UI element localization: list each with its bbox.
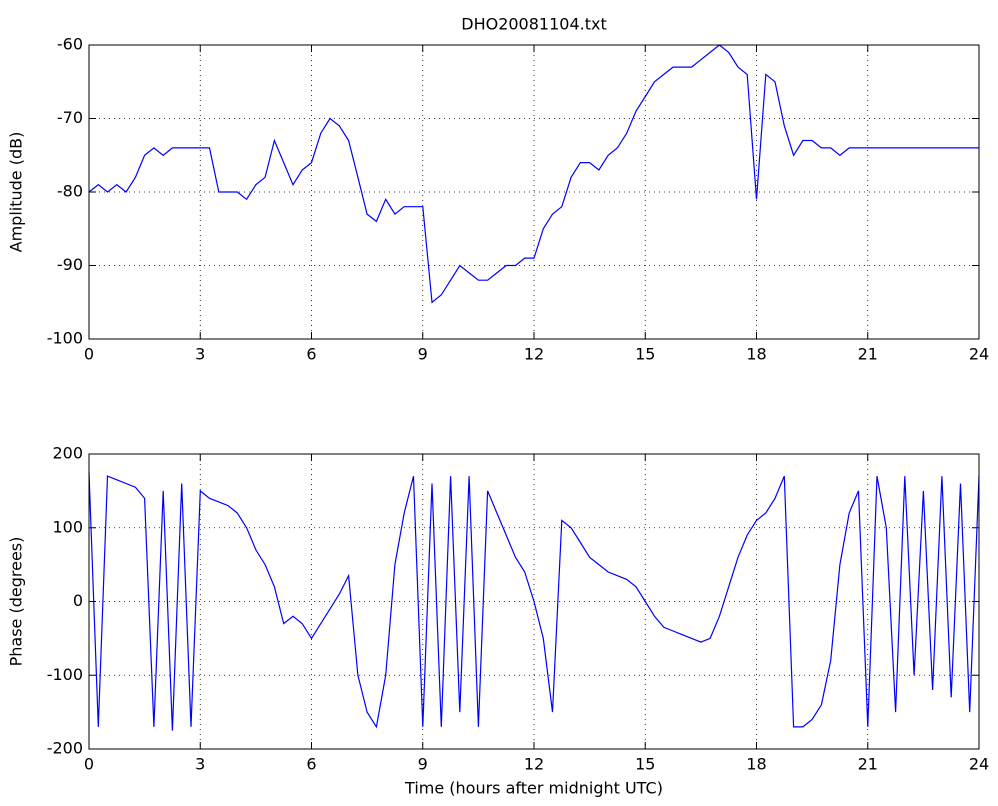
y-tick-label: 200 [52,444,83,463]
y-tick-label: -90 [57,255,83,274]
y-axis-label: Phase (degrees) [7,537,26,667]
x-tick-label: 0 [84,755,94,774]
x-tick-label: 6 [306,755,316,774]
x-tick-label: 3 [195,755,205,774]
y-tick-label: -100 [47,665,83,684]
x-tick-label: 12 [524,755,544,774]
x-axis-label: Time (hours after midnight UTC) [404,779,663,798]
x-tick-label: 12 [524,345,544,364]
y-axis-label: Amplitude (dB) [7,132,26,253]
x-tick-label: 6 [306,345,316,364]
x-tick-label: 21 [858,755,878,774]
x-tick-label: 15 [635,345,655,364]
y-tick-label: -60 [57,35,83,54]
x-tick-label: 0 [84,345,94,364]
x-tick-label: 18 [746,755,766,774]
x-tick-label: 9 [418,345,428,364]
axes-frame [88,44,980,340]
y-tick-label: -80 [57,182,83,201]
y-tick-label: -100 [47,329,83,348]
chart-title: DHO20081104.txt [461,15,606,34]
y-tick-label: 100 [52,517,83,536]
axes-frame [88,453,980,750]
x-tick-label: 21 [858,345,878,364]
x-tick-label: 3 [195,345,205,364]
x-tick-label: 24 [969,345,989,364]
data-line [88,472,980,731]
x-tick-label: 9 [418,755,428,774]
y-tick-label: -200 [47,739,83,758]
x-tick-label: 24 [969,755,989,774]
data-line [88,44,979,304]
y-tick-label: -70 [57,108,83,127]
x-tick-label: 18 [746,345,766,364]
y-tick-label: 0 [73,591,83,610]
x-tick-label: 15 [635,755,655,774]
